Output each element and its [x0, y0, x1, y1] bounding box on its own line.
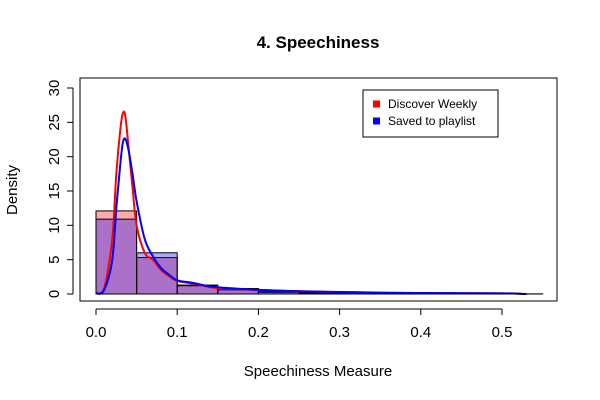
hist-bar-saved-to-playlist-1 — [136, 252, 178, 295]
x-tick-label-3: 0.3 — [329, 324, 350, 341]
legend-label-1: Saved to playlist — [388, 114, 476, 128]
y-tick-label-5: 25 — [46, 114, 63, 131]
y-tick-label-0: 0 — [46, 290, 63, 298]
chart-title: 4. Speechiness — [257, 33, 380, 52]
y-tick-label-3: 15 — [46, 183, 63, 200]
y-tick-label-6: 30 — [46, 80, 63, 97]
x-tick-label-1: 0.1 — [167, 324, 188, 341]
x-tick-label-5: 0.5 — [492, 324, 513, 341]
x-tick-label-4: 0.4 — [410, 324, 431, 341]
legend-label-0: Discover Weekly — [388, 97, 477, 111]
legend-swatch-1 — [373, 117, 380, 125]
x-tick-label-2: 0.2 — [248, 324, 269, 341]
hist-bar-saved-to-playlist-0 — [95, 218, 138, 295]
plot-frame — [79, 77, 558, 302]
legend: Discover Weekly Saved to playlist — [362, 89, 499, 138]
hist-bar-discover-weekly-0 — [95, 210, 138, 295]
y-tick-label-1: 5 — [46, 255, 63, 263]
y-tick-label-4: 20 — [46, 148, 63, 165]
legend-swatch-0 — [373, 100, 380, 108]
y-tick-label-2: 10 — [46, 217, 63, 234]
density-line-saved-to-playlist — [95, 137, 527, 295]
x-axis: 0.0 0.1 0.2 0.3 0.4 0.5 — [86, 308, 513, 341]
y-axis: 0 5 10 15 20 25 30 — [46, 80, 74, 298]
x-axis-label: Speechiness Measure — [244, 363, 392, 380]
y-axis-label: Density — [4, 164, 21, 215]
legend-box — [362, 89, 499, 138]
x-tick-label-0: 0.0 — [86, 324, 107, 341]
histogram-layer — [95, 210, 544, 295]
density-layer — [95, 110, 543, 295]
